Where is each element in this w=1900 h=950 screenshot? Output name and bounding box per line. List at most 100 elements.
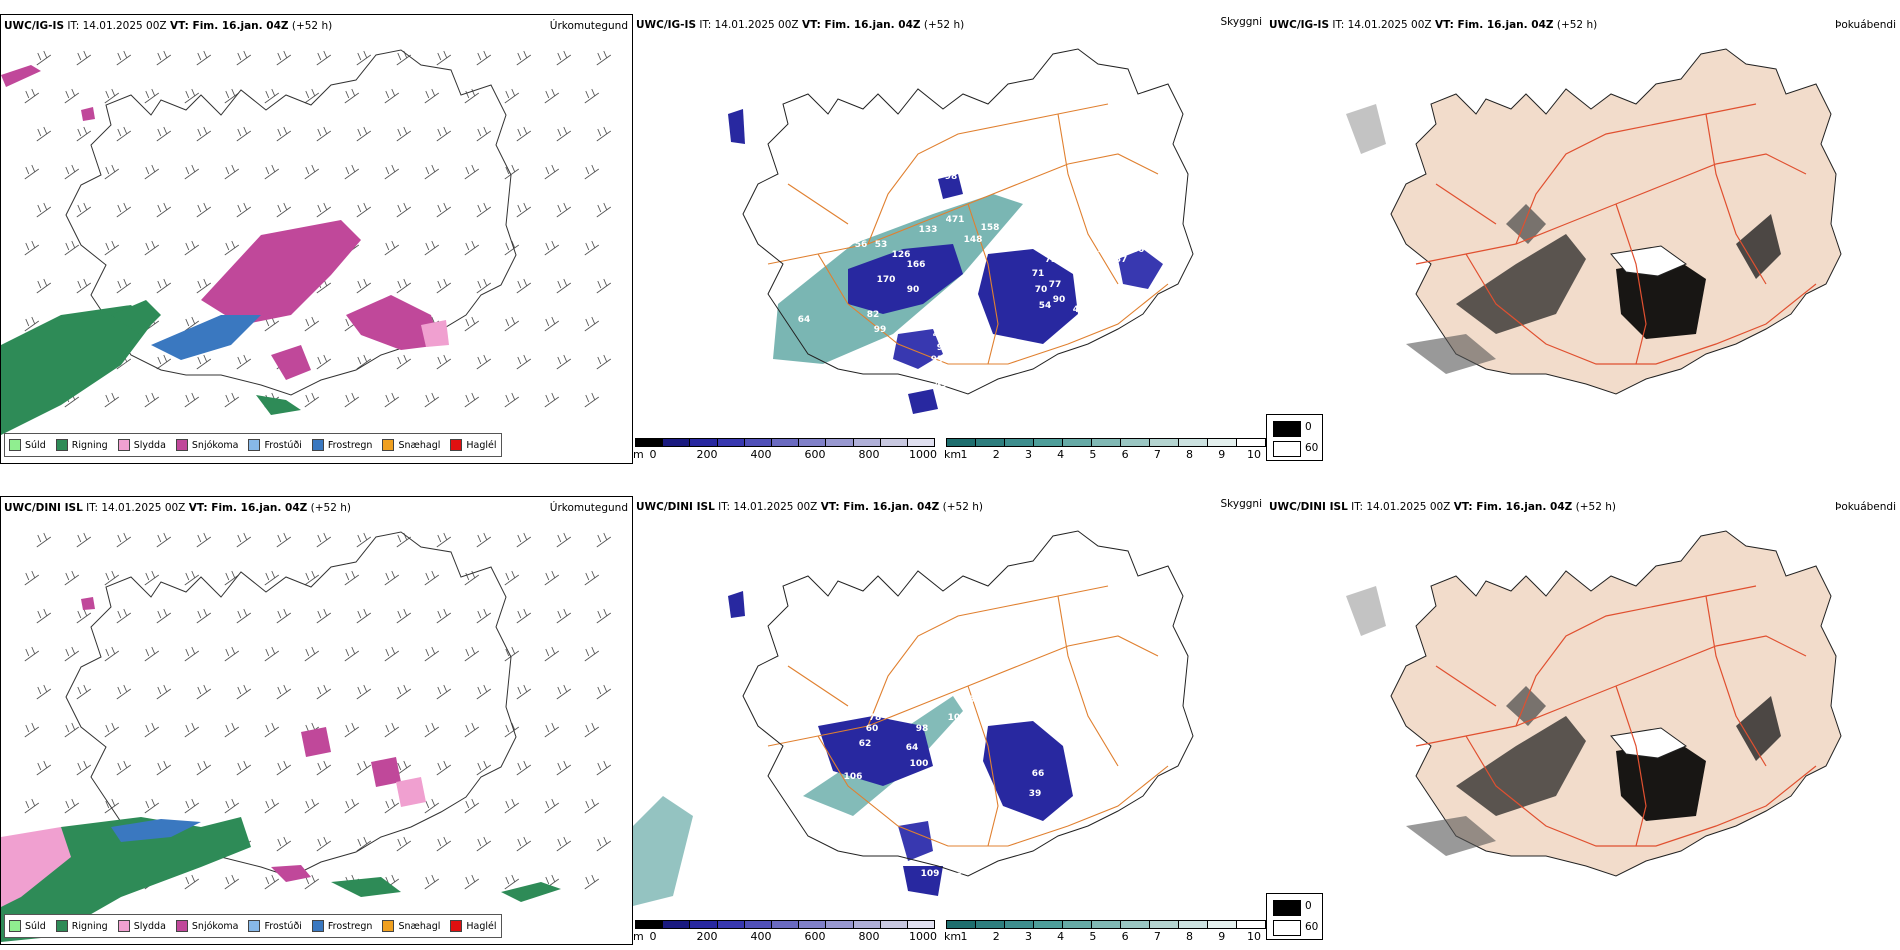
- wind-barb: [156, 354, 172, 370]
- ceiling-label: 73: [1045, 255, 1058, 265]
- legend-label: Súld: [25, 920, 46, 932]
- wind-barb: [316, 202, 332, 218]
- colorbar-cell: [976, 921, 1005, 928]
- low-ceiling-area: [818, 716, 933, 786]
- wind-barb: [184, 316, 200, 332]
- legend-item: Snjókoma: [175, 920, 238, 932]
- colorbar-cell: [1092, 439, 1121, 446]
- fog-index-map: [1346, 530, 1842, 877]
- wind-barb: [544, 392, 560, 408]
- wind-barb: [584, 240, 600, 256]
- wind-barb: [396, 608, 412, 624]
- ceiling-label: 79: [952, 345, 965, 355]
- wind-barb: [436, 354, 452, 370]
- snow-area-2: [371, 757, 401, 787]
- wind-barb: [584, 646, 600, 662]
- ceiling-label: 100: [910, 759, 929, 769]
- ceiling-label: 170: [877, 275, 896, 285]
- colorbar-tick: 600: [804, 930, 826, 943]
- wind-barb: [436, 760, 452, 776]
- legend-item: Slydda: [117, 920, 166, 932]
- legend-swatch: [9, 439, 21, 451]
- legend-label: Haglél: [466, 439, 497, 451]
- wind-barb: [516, 50, 532, 66]
- colorbar-tick: 7: [1153, 930, 1161, 943]
- legend-swatch: [9, 920, 21, 932]
- wind-barb: [144, 392, 160, 408]
- wind-barb: [36, 50, 52, 66]
- wind-barb: [156, 608, 172, 624]
- wind-barb: [424, 722, 440, 738]
- colorbar-cell: [907, 921, 935, 928]
- colorbar-cell: [1005, 921, 1034, 928]
- wind-barb: [264, 88, 280, 104]
- frz-rain-area: [151, 315, 261, 360]
- legend-item: Slydda: [117, 439, 166, 451]
- precip-map: [1, 531, 612, 942]
- wind-barb: [396, 50, 412, 66]
- colorbar-cell: [1150, 921, 1179, 928]
- fog-legend: 0 60: [1266, 893, 1323, 940]
- precip-type-legend: Súld Rigning Slydda Snjókoma Frostúði Frostre…: [4, 914, 502, 938]
- colorbar-tick: 0: [649, 930, 657, 943]
- ceiling-label: 53: [875, 240, 888, 250]
- colorbar-cell: [1121, 921, 1150, 928]
- wind-barb: [516, 202, 532, 218]
- wind-barb: [596, 532, 612, 548]
- wind-barb: [504, 88, 520, 104]
- wind-barb: [504, 570, 520, 586]
- wind-barb: [276, 836, 292, 852]
- ceiling-label: 98: [945, 172, 958, 182]
- wind-barb: [184, 392, 200, 408]
- wind-barb: [556, 126, 572, 142]
- low-vis-area: [633, 796, 693, 906]
- wind-barb: [196, 760, 212, 776]
- colorbar-cell: [1237, 439, 1265, 446]
- rain-south: [256, 395, 301, 415]
- low-ceiling-area-4: [903, 866, 943, 896]
- legend-label: Frostregn: [327, 439, 373, 451]
- wind-barb: [384, 240, 400, 256]
- colorbar-cell: [826, 921, 854, 928]
- wind-barb: [476, 50, 492, 66]
- wind-barb: [596, 684, 612, 700]
- road-line: [967, 203, 999, 365]
- wind-barb: [36, 608, 52, 624]
- ceiling-label: 95: [937, 343, 950, 353]
- wind-barb: [436, 202, 452, 218]
- ceiling-label: 49: [935, 380, 948, 390]
- colorbar-cell: [744, 439, 772, 446]
- wind-barb: [464, 722, 480, 738]
- legend-swatch: [248, 439, 261, 451]
- wind-barb: [76, 126, 92, 142]
- wind-barb: [504, 874, 520, 890]
- colorbar-cell: [1063, 921, 1092, 928]
- ceiling-label: 126: [892, 250, 911, 260]
- fog-blob-6: [1346, 586, 1386, 636]
- legend-item: Súld: [9, 920, 46, 932]
- legend-swatch: [55, 439, 68, 451]
- panel-title: UWC/DINI ISL IT: 14.01.2025 00Z VT: Fim.…: [636, 501, 983, 513]
- wind-barb: [584, 570, 600, 586]
- legend-swatch: [311, 439, 324, 451]
- wind-barb: [436, 278, 452, 294]
- wind-barb: [276, 608, 292, 624]
- wind-barb: [236, 202, 252, 218]
- wind-barb: [556, 684, 572, 700]
- wind-barb: [424, 646, 440, 662]
- wind-barb: [236, 684, 252, 700]
- wind-barb: [224, 798, 240, 814]
- wind-barb: [424, 240, 440, 256]
- fog-blob-3: [1406, 816, 1496, 856]
- wind-barb: [144, 240, 160, 256]
- legend-label: Rigning: [71, 920, 108, 932]
- panel-right-title: Þokuábendi: [1835, 19, 1896, 31]
- colorbar-tick: 800: [858, 930, 880, 943]
- legend-swatch: [175, 439, 188, 451]
- legend-label: Slydda: [133, 920, 166, 932]
- panel-right-title: Þokuábendi: [1835, 501, 1896, 513]
- wind-barb: [384, 392, 400, 408]
- wind-barb: [396, 354, 412, 370]
- ceiling-label: 78: [963, 305, 976, 315]
- wind-barb: [104, 240, 120, 256]
